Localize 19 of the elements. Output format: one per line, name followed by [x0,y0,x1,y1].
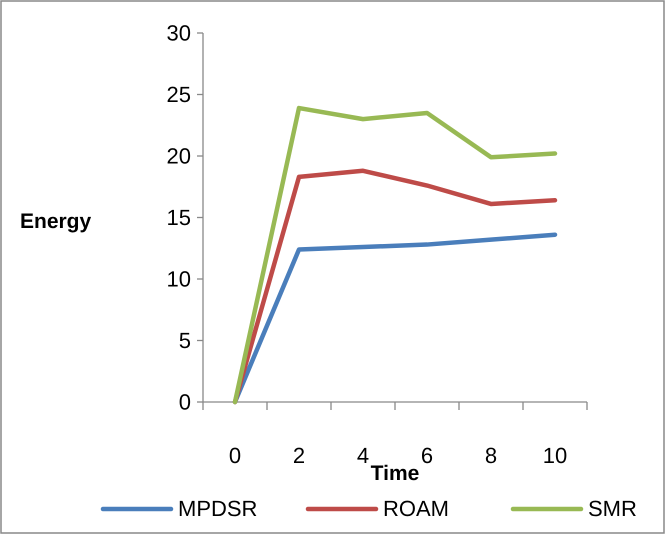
x-tick-label: 0 [228,443,242,468]
line-series [232,106,558,404]
y-tick-label: 15 [166,205,191,230]
legend-label: MPDSR [178,496,258,521]
y-tick-label: 0 [178,390,191,415]
x-tick-label: 6 [420,443,434,468]
x-tick-label: 2 [292,443,306,468]
x-axis-title: Time [370,462,420,485]
x-tick-label: 10 [542,443,568,468]
y-tick-label: 5 [178,328,191,354]
legend-label: SMR [588,496,637,521]
x-tick-label: 8 [484,443,498,468]
x-tick-label: 4 [356,443,370,468]
y-tick-label: 20 [166,144,191,169]
y-tick-label: 30 [166,20,191,46]
y-tick-label: 10 [166,266,191,292]
y-tick-label: 25 [166,82,191,108]
y-axis-title: Energy [20,210,92,233]
legend-label: ROAM [383,496,449,521]
